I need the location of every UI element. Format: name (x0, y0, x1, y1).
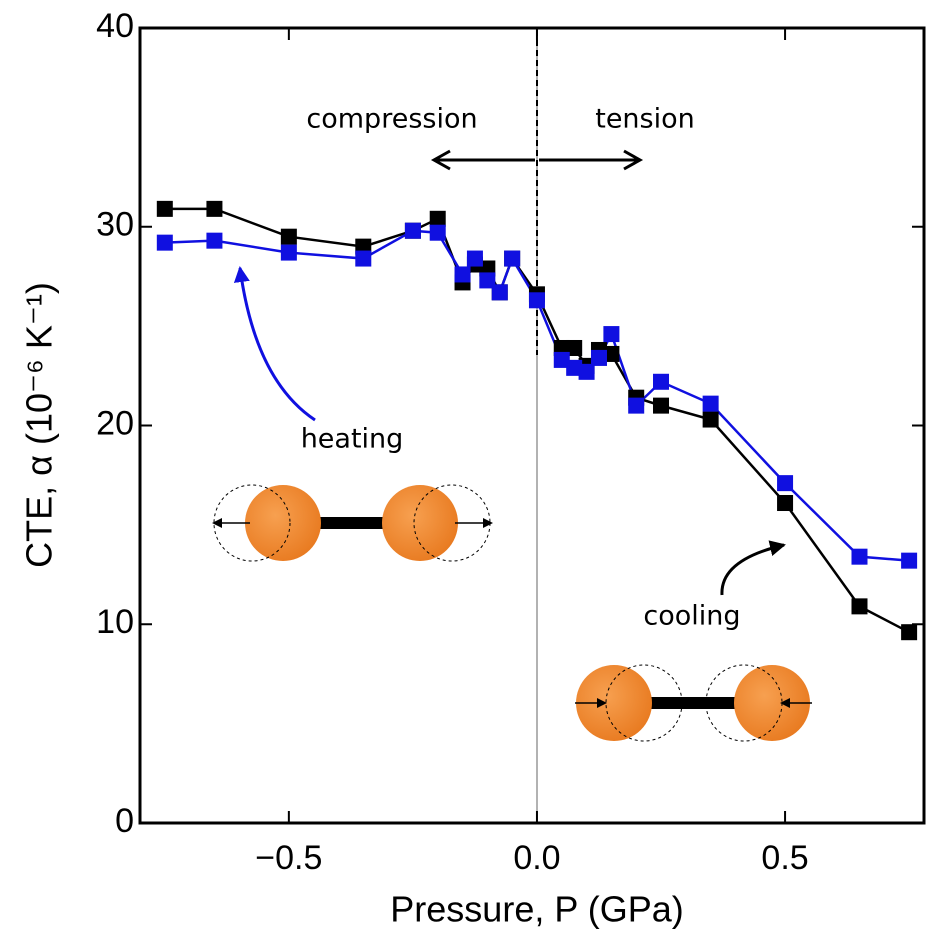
annotation: cooling (643, 601, 740, 632)
annotation: heating (301, 424, 404, 455)
data-point (404, 222, 421, 239)
expanded-molecule (212, 484, 493, 562)
data-point (280, 228, 297, 245)
data-point (628, 397, 645, 414)
y-axis-label: CTE, α (10⁻⁶ K⁻¹) (19, 282, 60, 568)
data-point (156, 234, 173, 251)
data-point (702, 395, 719, 412)
data-point (590, 349, 607, 366)
data-point (479, 272, 496, 289)
data-point (553, 351, 570, 368)
contracted-molecule (575, 664, 812, 742)
y-tick-label: 30 (96, 206, 134, 244)
data-point (851, 598, 868, 615)
x-tick-label: −0.5 (255, 839, 322, 877)
data-point (603, 345, 620, 362)
data-point (528, 292, 545, 309)
data-point (429, 224, 446, 241)
x-tick-label: 0.5 (761, 839, 808, 877)
data-point (206, 232, 223, 249)
data-point (702, 411, 719, 428)
plot-frame (138, 26, 926, 825)
data-point (851, 548, 868, 565)
y-tick-label: 20 (96, 404, 134, 442)
data-point (603, 326, 620, 343)
data-point (566, 359, 583, 376)
data-point (206, 200, 223, 217)
y-tick-label: 10 (96, 603, 134, 641)
data-point (653, 373, 670, 390)
data-point (901, 552, 918, 569)
data-point (566, 339, 583, 356)
data-point (491, 284, 508, 301)
data-point (578, 363, 595, 380)
y-tick-label: 40 (96, 7, 134, 45)
data-point (454, 266, 471, 283)
data-point (901, 624, 918, 641)
data-point (280, 244, 297, 261)
data-point (653, 397, 670, 414)
data-point (466, 250, 483, 267)
x-axis-label: Pressure, P (GPa) (390, 889, 683, 930)
x-tick-label: 0.0 (513, 839, 560, 877)
data-point (429, 210, 446, 227)
data-point (777, 495, 794, 512)
annotation: compression (306, 104, 477, 135)
data-point (777, 475, 794, 492)
cooling-arrow (720, 540, 786, 596)
y-tick-label: 0 (115, 802, 134, 840)
heating-arrow (233, 266, 316, 422)
data-point (355, 250, 372, 267)
annotation: tension (595, 104, 695, 135)
data-point (156, 200, 173, 217)
data-point (504, 250, 521, 267)
